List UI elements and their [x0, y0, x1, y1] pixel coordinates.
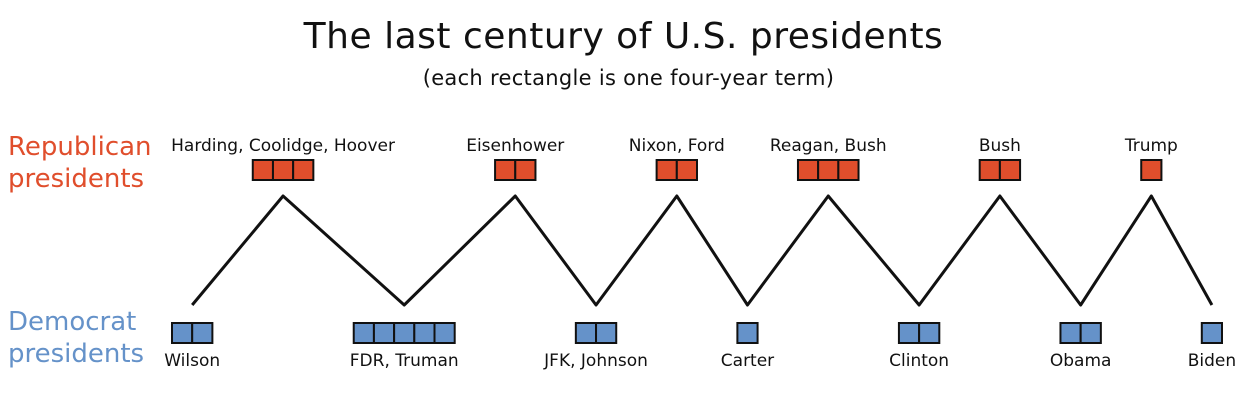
president-labels: Wilson Harding, Coolidge, Hoover FDR, Trum…: [164, 136, 1236, 371]
term-rect-republican: [655, 159, 678, 181]
president-label: Biden: [1188, 351, 1236, 371]
term-rect-republican: [796, 159, 820, 181]
term-rect-democrat: [736, 322, 759, 344]
term-rect-republican: [998, 159, 1022, 181]
democrat-party-label: Democrat presidents: [8, 306, 144, 370]
term-rect-republican: [494, 159, 517, 181]
term-rect-democrat: [1200, 322, 1224, 344]
term-rect-democrat: [171, 322, 194, 344]
term-rect-democrat: [897, 322, 921, 344]
democrat-label-line2: presidents: [8, 339, 145, 369]
term-rect-republican: [514, 159, 537, 181]
term-rect-republican: [675, 159, 698, 181]
republican-party-label: Republican presidents: [8, 131, 152, 195]
president-label: Wilson: [164, 351, 220, 371]
term-rect-democrat: [1079, 322, 1102, 344]
president-label: Obama: [1050, 351, 1112, 371]
term-rect-republican: [292, 159, 315, 181]
president-label: Carter: [721, 351, 774, 371]
term-rect-democrat: [595, 322, 618, 344]
term-rect-democrat: [393, 322, 416, 344]
term-rect-democrat: [352, 322, 375, 344]
term-rect-republican: [271, 159, 295, 181]
president-label: Nixon, Ford: [629, 136, 725, 156]
term-rect-democrat: [413, 322, 436, 344]
term-rectangles: [171, 159, 1224, 344]
president-label: JFK, Johnson: [543, 351, 648, 371]
president-label: Reagan, Bush: [770, 136, 887, 156]
term-rect-republican: [978, 159, 1001, 181]
party-switch-line: [191, 194, 1214, 307]
president-label: Clinton: [889, 351, 949, 371]
president-label: Bush: [979, 136, 1021, 156]
republican-label-line1: Republican: [8, 132, 152, 162]
chart-subtitle: (each rectangle is one four-year term): [422, 66, 835, 90]
term-rect-republican: [251, 159, 274, 181]
term-rect-democrat: [574, 322, 598, 344]
term-rect-democrat: [372, 322, 396, 344]
president-label: Harding, Coolidge, Hoover: [171, 136, 395, 156]
president-label: Eisenhower: [466, 136, 564, 156]
president-label: FDR, Truman: [350, 351, 459, 371]
term-rect-republican: [817, 159, 840, 181]
chart-title: The last century of U.S. presidents: [303, 16, 944, 57]
president-label: Trump: [1124, 136, 1178, 156]
term-rect-democrat: [1059, 322, 1082, 344]
term-rect-democrat: [433, 322, 456, 344]
term-rect-democrat: [191, 322, 214, 344]
democrat-label-line1: Democrat: [8, 307, 137, 337]
term-rect-democrat: [918, 322, 941, 344]
republican-label-line2: presidents: [8, 164, 145, 194]
term-rect-republican: [1140, 159, 1163, 181]
term-rect-republican: [837, 159, 860, 181]
